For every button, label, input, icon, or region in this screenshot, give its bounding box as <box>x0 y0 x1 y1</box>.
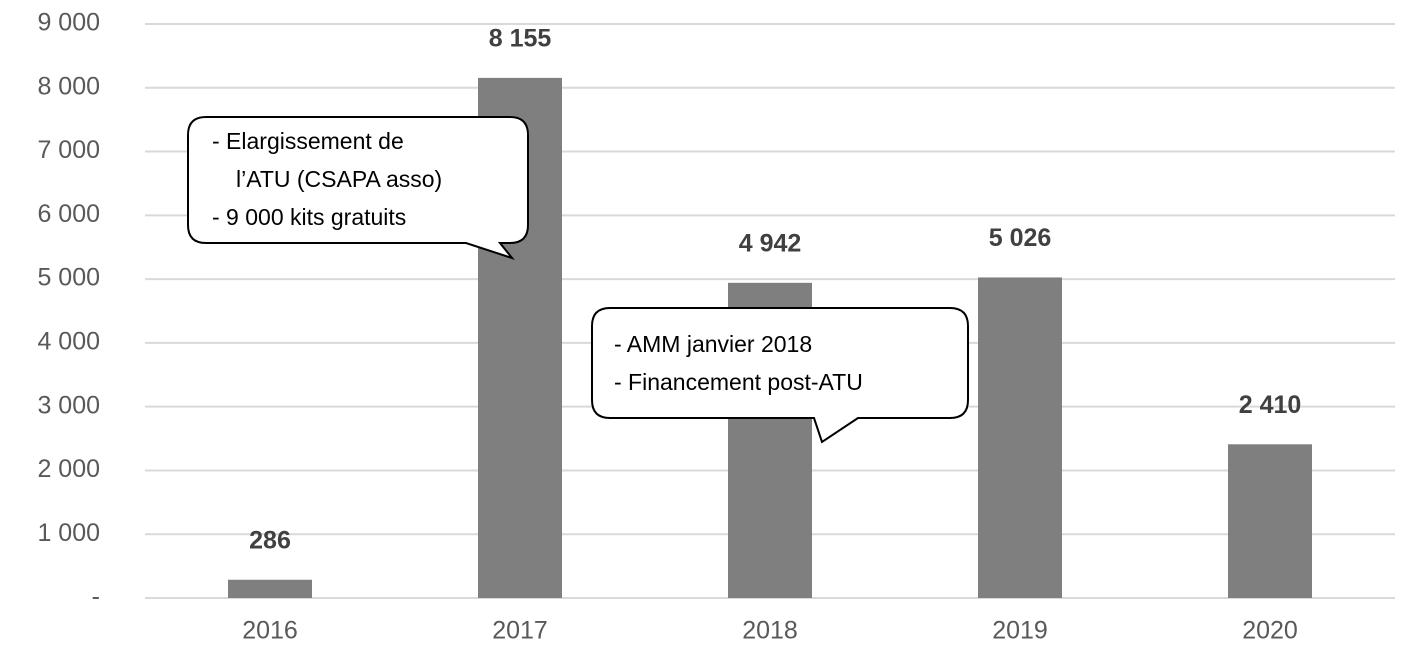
value-label: 4 942 <box>739 229 802 257</box>
value-label: 2 410 <box>1239 391 1302 419</box>
x-tick-label: 2017 <box>492 617 548 645</box>
callout <box>187 116 529 260</box>
annotation-line: l’ATU (CSAPA asso) <box>236 166 442 192</box>
value-label: 5 026 <box>989 224 1052 252</box>
bar <box>1228 444 1312 598</box>
y-tick-label: - <box>92 583 100 611</box>
callout <box>591 307 969 444</box>
y-tick-label: 3 000 <box>37 391 100 419</box>
y-tick-label: 8 000 <box>37 72 100 100</box>
y-tick-label: 7 000 <box>37 136 100 164</box>
annotation-line: - AMM janvier 2018 <box>614 331 812 357</box>
annotation-line: - Elargissement de <box>212 128 404 154</box>
value-label: 286 <box>249 526 291 554</box>
x-tick-label: 2018 <box>742 617 798 645</box>
y-tick-label: 1 000 <box>37 519 100 547</box>
x-tick-label: 2020 <box>1242 617 1298 645</box>
y-tick-label: 5 000 <box>37 264 100 292</box>
x-tick-label: 2016 <box>242 617 298 645</box>
value-label: 8 155 <box>489 25 552 53</box>
annotation-line: - 9 000 kits gratuits <box>212 204 406 230</box>
y-tick-label: 4 000 <box>37 327 100 355</box>
x-tick-label: 2019 <box>992 617 1048 645</box>
bar <box>978 277 1062 598</box>
y-tick-label: 6 000 <box>37 200 100 228</box>
bar <box>228 579 312 598</box>
y-tick-label: 2 000 <box>37 455 100 483</box>
y-tick-label: 9 000 <box>37 9 100 37</box>
annotation-line: - Financement post-ATU <box>614 369 863 395</box>
